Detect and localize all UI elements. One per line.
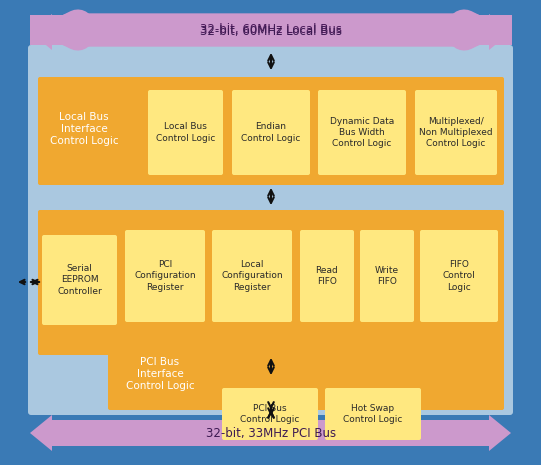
FancyBboxPatch shape	[212, 230, 292, 322]
Text: Dynamic Data
Bus Width
Control Logic: Dynamic Data Bus Width Control Logic	[330, 117, 394, 148]
Text: Endian
Control Logic: Endian Control Logic	[241, 122, 301, 143]
FancyBboxPatch shape	[42, 235, 117, 325]
FancyBboxPatch shape	[420, 230, 498, 322]
FancyBboxPatch shape	[360, 230, 414, 322]
Text: Local Bus
Control Logic: Local Bus Control Logic	[156, 122, 215, 143]
FancyBboxPatch shape	[318, 90, 406, 175]
Text: 32-bit, 33MHz PCI Bus: 32-bit, 33MHz PCI Bus	[206, 426, 336, 439]
Text: Hot Swap
Control Logic: Hot Swap Control Logic	[344, 404, 403, 424]
FancyBboxPatch shape	[148, 90, 223, 175]
Text: Multiplexed/
Non Multiplexed
Control Logic: Multiplexed/ Non Multiplexed Control Log…	[419, 117, 493, 148]
Polygon shape	[30, 415, 511, 451]
FancyBboxPatch shape	[28, 45, 513, 415]
Text: FIFO
Control
Logic: FIFO Control Logic	[443, 260, 476, 292]
Text: 32-bit, 60MHz Local Bus: 32-bit, 60MHz Local Bus	[200, 26, 342, 39]
Text: Serial
EEPROM
Controller: Serial EEPROM Controller	[57, 265, 102, 296]
FancyBboxPatch shape	[300, 230, 354, 322]
FancyBboxPatch shape	[325, 388, 421, 440]
FancyBboxPatch shape	[38, 77, 504, 185]
Polygon shape	[30, 14, 511, 50]
FancyBboxPatch shape	[232, 90, 310, 175]
FancyBboxPatch shape	[38, 210, 504, 355]
FancyBboxPatch shape	[30, 15, 512, 45]
Text: Local
Configuration
Register: Local Configuration Register	[221, 260, 283, 292]
FancyBboxPatch shape	[222, 388, 318, 440]
Text: PCI Bus
Interface
Control Logic: PCI Bus Interface Control Logic	[126, 357, 194, 392]
FancyBboxPatch shape	[125, 230, 205, 322]
Text: Write
FIFO: Write FIFO	[375, 266, 399, 286]
Text: Local Bus
Interface
Control Logic: Local Bus Interface Control Logic	[50, 112, 118, 146]
Text: PCI
Configuration
Register: PCI Configuration Register	[134, 260, 196, 292]
Text: PCI Bus
Control Logic: PCI Bus Control Logic	[240, 404, 300, 424]
FancyBboxPatch shape	[108, 338, 504, 410]
Text: Read
FIFO: Read FIFO	[315, 266, 338, 286]
Text: 32-bit, 60MHz Local Bus: 32-bit, 60MHz Local Bus	[200, 24, 342, 36]
FancyBboxPatch shape	[415, 90, 497, 175]
